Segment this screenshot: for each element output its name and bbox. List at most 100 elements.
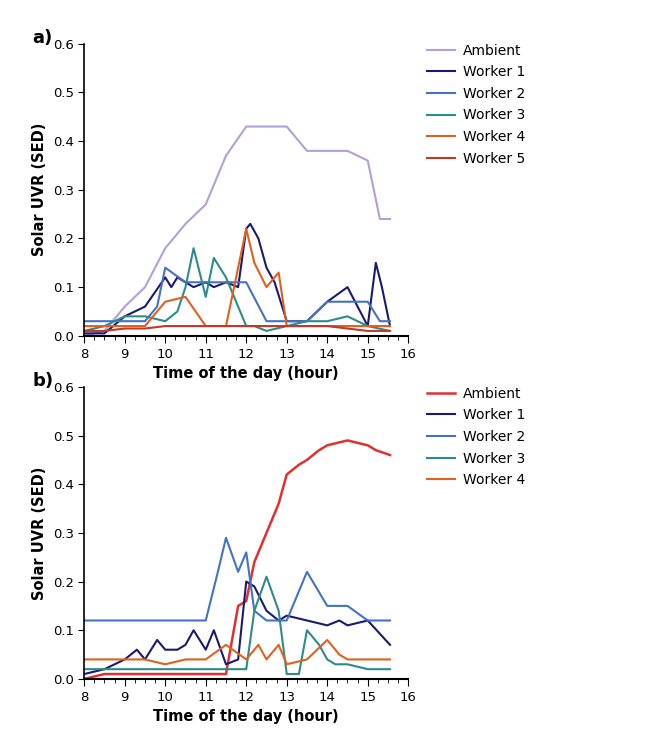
- Worker 3: [295, 669, 303, 678]
- Worker 5: [181, 322, 189, 331]
- Line: Ambient: Ambient: [84, 440, 390, 679]
- Ambient: [141, 283, 149, 291]
- Worker 1: [262, 607, 270, 615]
- Worker 4: [141, 322, 149, 331]
- Worker 4: [250, 258, 258, 267]
- Worker 2: [376, 616, 384, 625]
- Worker 3: [181, 283, 189, 291]
- Worker 1: [378, 283, 386, 291]
- Ambient: [283, 122, 290, 131]
- Worker 2: [202, 616, 210, 625]
- Worker 4: [141, 655, 149, 664]
- Worker 2: [235, 567, 242, 576]
- Ambient: [386, 215, 394, 223]
- Worker 1: [242, 577, 250, 586]
- Worker 1: [235, 655, 242, 664]
- Worker 3: [181, 665, 189, 674]
- Worker 2: [141, 616, 149, 625]
- Line: Worker 5: Worker 5: [84, 326, 390, 331]
- Worker 1: [80, 329, 88, 338]
- Ambient: [376, 215, 384, 223]
- Worker 1: [364, 616, 372, 625]
- Worker 1: [121, 312, 128, 320]
- Worker 2: [323, 297, 331, 306]
- Ambient: [80, 675, 88, 683]
- Ambient: [323, 147, 331, 155]
- Worker 1: [235, 283, 242, 291]
- Worker 3: [202, 665, 210, 674]
- Worker 2: [121, 317, 128, 326]
- Ambient: [100, 326, 108, 335]
- Worker 3: [364, 665, 372, 674]
- Worker 3: [250, 607, 258, 615]
- Worker 1: [283, 611, 290, 620]
- Worker 2: [80, 317, 88, 326]
- Worker 5: [141, 324, 149, 333]
- Ambient: [372, 446, 380, 455]
- Worker 4: [323, 322, 331, 331]
- Worker 1: [386, 322, 394, 331]
- Worker 4: [336, 650, 343, 659]
- Ambient: [100, 669, 108, 678]
- Ambient: [283, 470, 290, 479]
- Worker 1: [255, 234, 262, 243]
- Worker 3: [262, 326, 270, 335]
- Worker 4: [283, 660, 290, 669]
- Worker 3: [161, 317, 169, 326]
- Worker 4: [262, 655, 270, 664]
- Worker 1: [303, 317, 311, 326]
- Worker 1: [100, 329, 108, 338]
- Worker 4: [255, 640, 262, 649]
- Worker 4: [161, 660, 169, 669]
- Worker 3: [202, 293, 210, 301]
- Line: Worker 1: Worker 1: [84, 224, 390, 334]
- Worker 3: [283, 669, 290, 678]
- Worker 3: [210, 253, 218, 262]
- Worker 4: [283, 322, 290, 331]
- Worker 1: [323, 621, 331, 630]
- Worker 2: [100, 317, 108, 326]
- Ambient: [222, 669, 230, 678]
- Worker 1: [181, 278, 189, 287]
- Worker 2: [336, 297, 343, 306]
- Worker 2: [386, 317, 394, 326]
- Ambient: [121, 302, 128, 311]
- Worker 2: [121, 616, 128, 625]
- Worker 4: [100, 655, 108, 664]
- Worker 3: [100, 665, 108, 674]
- Ambient: [262, 529, 270, 537]
- Ambient: [253, 122, 260, 131]
- Worker 1: [222, 278, 230, 287]
- Line: Worker 2: Worker 2: [84, 268, 390, 321]
- Worker 1: [80, 669, 88, 678]
- Worker 3: [100, 322, 108, 331]
- Worker 4: [100, 322, 108, 331]
- Worker 5: [100, 326, 108, 335]
- Worker 4: [364, 322, 372, 331]
- Ambient: [235, 602, 242, 610]
- Worker 4: [121, 322, 128, 331]
- Ambient: [80, 331, 88, 340]
- Worker 3: [242, 322, 250, 331]
- Ambient: [181, 669, 189, 678]
- Worker 2: [222, 534, 230, 542]
- Text: b): b): [32, 372, 54, 391]
- Worker 1: [174, 645, 181, 654]
- Worker 5: [386, 326, 394, 335]
- Worker 2: [283, 616, 290, 625]
- Worker 3: [190, 244, 198, 253]
- Ambient: [242, 122, 250, 131]
- Line: Worker 4: Worker 4: [84, 228, 390, 326]
- Worker 3: [262, 572, 270, 581]
- Worker 1: [372, 258, 380, 267]
- Worker 3: [364, 322, 372, 331]
- Worker 2: [283, 317, 290, 326]
- Ambient: [303, 147, 311, 155]
- Worker 1: [202, 645, 210, 654]
- Worker 2: [262, 317, 270, 326]
- Worker 1: [202, 278, 210, 287]
- Ambient: [161, 669, 169, 678]
- Worker 1: [323, 297, 331, 306]
- Worker 3: [343, 312, 351, 320]
- Worker 4: [275, 268, 283, 277]
